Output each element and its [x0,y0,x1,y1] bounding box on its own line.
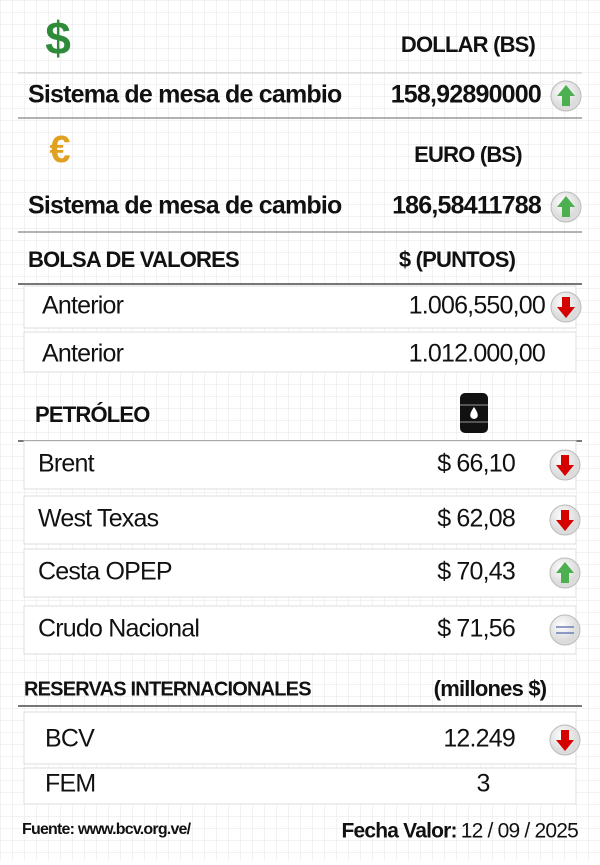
arrow-down [556,455,574,476]
trend-icon-up [550,191,582,223]
text: EURO (BS) [414,142,522,167]
text: $ 70,43 [437,558,515,586]
text: Brent [38,450,95,478]
arrow-up [556,562,574,583]
text: $ 71,56 [437,615,515,643]
text: € [49,129,70,171]
text: 1.006,550,00 [409,292,545,320]
text: (millones $) [434,676,547,701]
barrel-icon [460,393,488,433]
trend-icon-down [549,449,581,481]
row-box [23,548,577,598]
trend-icon-up [549,557,581,589]
arrow-up [557,85,575,106]
text: BOLSA DE VALORES [28,247,239,272]
text: $ 66,10 [437,450,515,478]
arrow-down [556,730,574,751]
text: BCV [45,725,95,753]
trend-icon-up [550,80,582,112]
text: 186,58411788 [392,192,542,220]
text: Cesta OPEP [38,558,172,586]
text: Sistema de mesa de cambio [28,81,342,109]
text: 3 [476,770,489,798]
text: Fecha Valor: [341,820,456,843]
text: 158,92890000 [391,81,541,109]
text: Anterior [42,340,124,368]
trend-icon-down [549,724,581,756]
text: RESERVAS INTERNACIONALES [24,678,311,700]
trend-icon-down [550,291,582,323]
row-box [23,285,577,329]
text: $ 62,08 [437,505,515,533]
arrow-down [556,510,574,531]
text: FEM [45,770,95,798]
text: $ [45,12,71,64]
text: Crudo Nacional [38,615,199,643]
trend-icon-down [549,504,581,536]
arrow-down [557,297,575,318]
text: $ (PUNTOS) [399,247,516,272]
text: West Texas [38,505,159,533]
row-box [23,605,577,655]
text: 1.012.000,00 [409,340,545,368]
text: DOLLAR (BS) [401,32,536,57]
text: PETRÓLEO [35,402,150,427]
row-box [23,331,577,373]
text: 12.249 [443,725,515,753]
text: Anterior [42,292,124,320]
text: Fuente: www.bcv.org.ve/ [22,821,192,838]
row-box [23,440,577,490]
icon-circle [549,614,581,646]
arrow-up [557,196,575,217]
text: Sistema de mesa de cambio [28,192,342,220]
trend-icon-equal [549,614,581,646]
row-box [23,711,577,765]
row-box [23,767,577,805]
row-box [23,495,577,545]
text: 12 / 09 / 2025 [461,820,578,843]
